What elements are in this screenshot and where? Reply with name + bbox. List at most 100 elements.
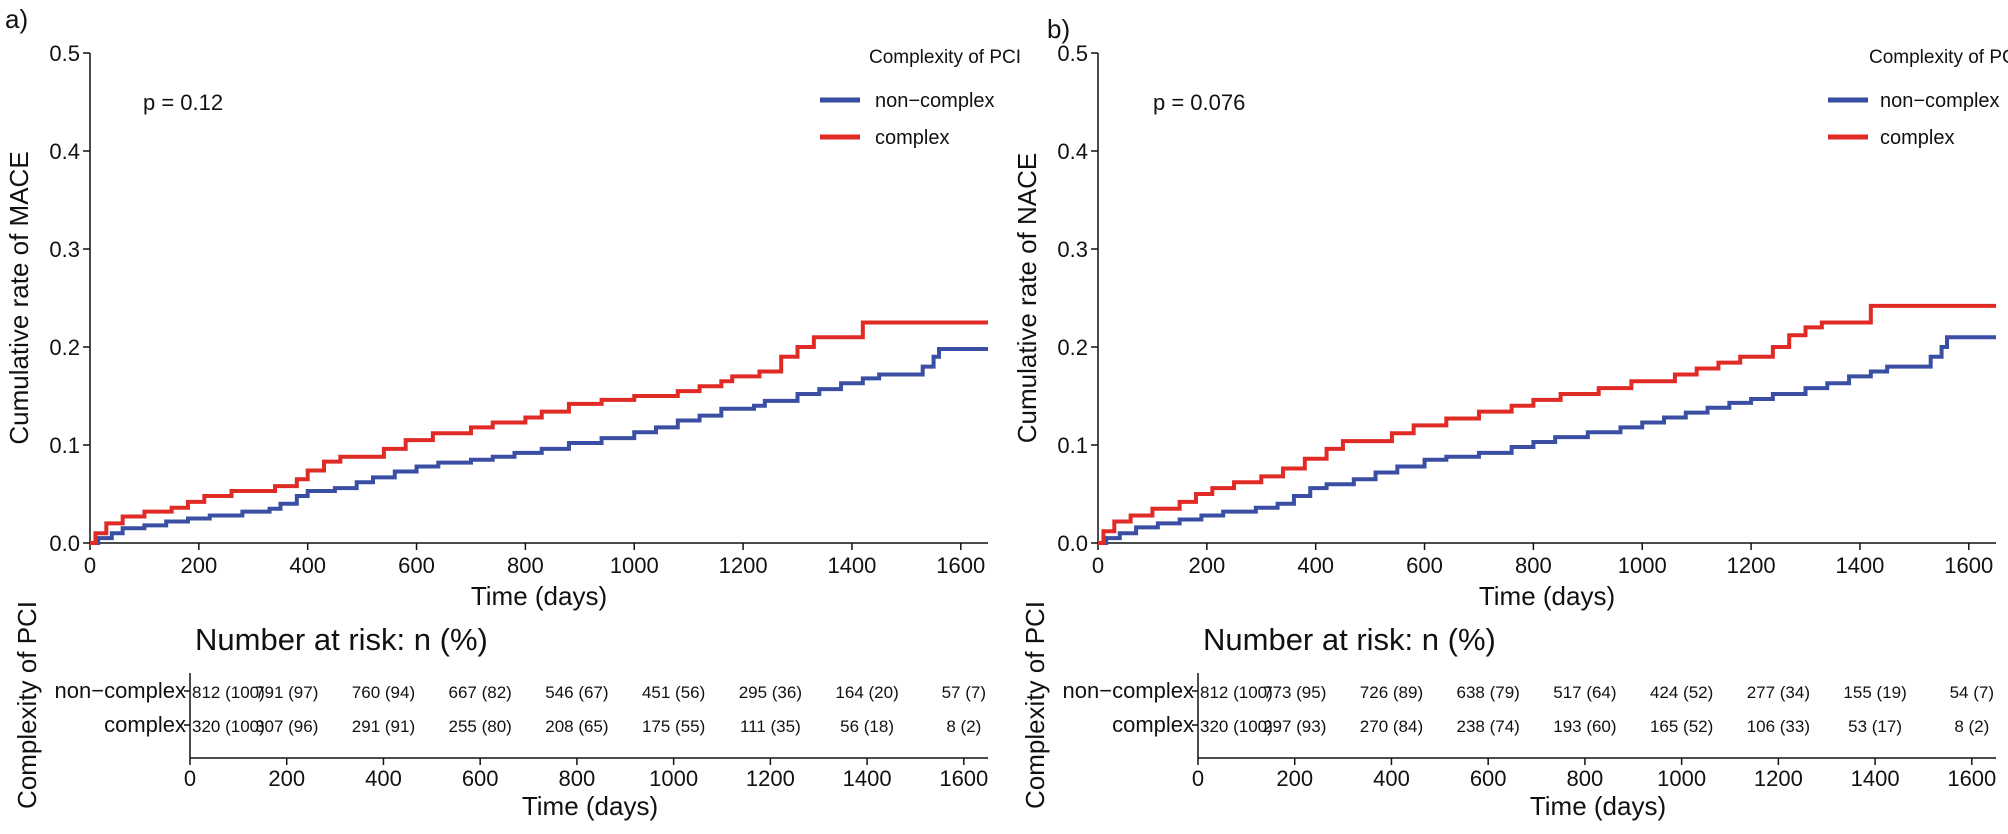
risk-table-cell: 295 (36) [739, 683, 802, 702]
series-line-complex [90, 320, 988, 545]
risk-table-cell: 297 (93) [1263, 717, 1326, 736]
risk-table-tick-label: 1600 [1947, 766, 1996, 791]
risk-table-cell: 546 (67) [545, 683, 608, 702]
risk-table-tick-label: 400 [365, 766, 402, 791]
x-tick-label: 800 [1515, 553, 1552, 578]
legend-label-complex: complex [1880, 127, 1954, 149]
risk-table-cell: 726 (89) [1360, 683, 1423, 702]
x-tick-label: 1600 [936, 553, 985, 578]
legend-title: Complexity of PCI [1869, 47, 2008, 68]
risk-table-row-label-non-complex: non−complex [1063, 678, 1194, 703]
risk-table-tick-label: 1400 [843, 766, 892, 791]
y-tick-label: 0.2 [49, 335, 80, 360]
risk-table-cell: 56 (18) [840, 717, 894, 736]
y-tick-label: 0.0 [49, 531, 80, 556]
x-tick-label: 1200 [719, 553, 768, 578]
risk-table-cell: 8 (2) [946, 717, 981, 736]
x-tick-label: 400 [1297, 553, 1334, 578]
risk-table-cell: 291 (91) [352, 717, 415, 736]
y-tick-label: 0.5 [49, 41, 80, 66]
risk-table-cell: 155 (19) [1843, 683, 1906, 702]
p-value: p = 0.076 [1153, 90, 1245, 115]
y-tick-label: 0.3 [1057, 237, 1088, 262]
p-value: p = 0.12 [143, 90, 223, 115]
y-tick-label: 0.4 [1057, 139, 1088, 164]
legend-title: Complexity of PCI [869, 47, 1021, 68]
risk-table-cell: 165 (52) [1650, 717, 1713, 736]
risk-table-tick-label: 1200 [1754, 766, 1803, 791]
risk-table-cell: 791 (97) [255, 683, 318, 702]
y-axis-label: Cumulative rate of NACE [1012, 153, 1042, 443]
risk-table-x-label: Time (days) [522, 791, 658, 821]
legend-label-complex: complex [875, 127, 949, 149]
risk-table-tick-label: 1400 [1851, 766, 1900, 791]
y-tick-label: 0.2 [1057, 335, 1088, 360]
risk-table-cell: 53 (17) [1848, 717, 1902, 736]
x-tick-label: 1000 [610, 553, 659, 578]
risk-table-cell: 760 (94) [352, 683, 415, 702]
risk-table-cell: 812 (100) [1200, 683, 1273, 702]
risk-table-cell: 812 (100) [192, 683, 265, 702]
y-tick-label: 0.0 [1057, 531, 1088, 556]
series-line-complex [1098, 303, 1996, 545]
legend-label-non-complex: non−complex [1880, 90, 2000, 112]
risk-table-tick-label: 200 [268, 766, 305, 791]
risk-table-tick-label: 1600 [939, 766, 988, 791]
risk-table-title: Number at risk: n (%) [195, 622, 488, 657]
risk-table-row-label-complex: complex [104, 712, 186, 737]
x-tick-label: 200 [1188, 553, 1225, 578]
risk-table-row-label-complex: complex [1112, 712, 1194, 737]
y-axis-label: Cumulative rate of MACE [4, 151, 34, 444]
risk-table-cell: 638 (79) [1457, 683, 1520, 702]
x-tick-label: 1400 [827, 553, 876, 578]
risk-table-cell: 208 (65) [545, 717, 608, 736]
risk-table-x-label: Time (days) [1530, 791, 1666, 821]
risk-table-cell: 320 (100) [192, 717, 265, 736]
x-tick-label: 1400 [1835, 553, 1884, 578]
risk-table-tick-label: 1200 [746, 766, 795, 791]
risk-table-tick-label: 0 [184, 766, 196, 791]
x-tick-label: 1600 [1944, 553, 1993, 578]
risk-table-cell: 320 (100) [1200, 717, 1273, 736]
panel-b: b) 0.0 0.1 0.2 0.3 0.4 0.5 0 200 400 600 800 1000 120… [1012, 14, 2008, 821]
legend-label-non-complex: non−complex [875, 90, 995, 112]
risk-table-y-label: Complexity of PCI [1020, 601, 1050, 809]
risk-table-cell: 270 (84) [1360, 717, 1423, 736]
risk-table-cell: 255 (80) [449, 717, 512, 736]
series-line-non-complex [90, 346, 988, 545]
risk-table-y-label: Complexity of PCI [12, 601, 42, 809]
x-tick-label: 0 [84, 553, 96, 578]
risk-table-cell: 238 (74) [1457, 717, 1520, 736]
risk-table-tick-label: 800 [559, 766, 596, 791]
risk-table-cell: 773 (95) [1263, 683, 1326, 702]
y-tick-label: 0.3 [49, 237, 80, 262]
risk-table-cell: 106 (33) [1747, 717, 1810, 736]
x-tick-label: 0 [1092, 553, 1104, 578]
risk-table-cell: 54 (7) [1950, 683, 1994, 702]
risk-table-cell: 451 (56) [642, 683, 705, 702]
risk-table-cell: 57 (7) [942, 683, 986, 702]
risk-table-cell: 667 (82) [449, 683, 512, 702]
y-tick-label: 0.4 [49, 139, 80, 164]
risk-table-cell: 175 (55) [642, 717, 705, 736]
risk-table-cell: 517 (64) [1553, 683, 1616, 702]
risk-table-cell: 193 (60) [1553, 717, 1616, 736]
x-tick-label: 1000 [1618, 553, 1667, 578]
risk-table-tick-label: 600 [462, 766, 499, 791]
risk-table-tick-label: 800 [1567, 766, 1604, 791]
risk-table-tick-label: 600 [1470, 766, 1507, 791]
series-line-non-complex [1098, 335, 1996, 545]
risk-table-cell: 8 (2) [1954, 717, 1989, 736]
y-tick-label: 0.1 [1057, 433, 1088, 458]
x-tick-label: 600 [1406, 553, 1443, 578]
risk-table-tick-label: 0 [1192, 766, 1204, 791]
x-tick-label: 200 [180, 553, 217, 578]
panel-label: a) [5, 4, 28, 34]
risk-table-cell: 277 (34) [1747, 683, 1810, 702]
risk-table-title: Number at risk: n (%) [1203, 622, 1496, 657]
risk-table-tick-label: 400 [1373, 766, 1410, 791]
risk-table-cell: 307 (96) [255, 717, 318, 736]
risk-table-row-label-non-complex: non−complex [55, 678, 186, 703]
x-axis-label: Time (days) [1479, 581, 1615, 611]
